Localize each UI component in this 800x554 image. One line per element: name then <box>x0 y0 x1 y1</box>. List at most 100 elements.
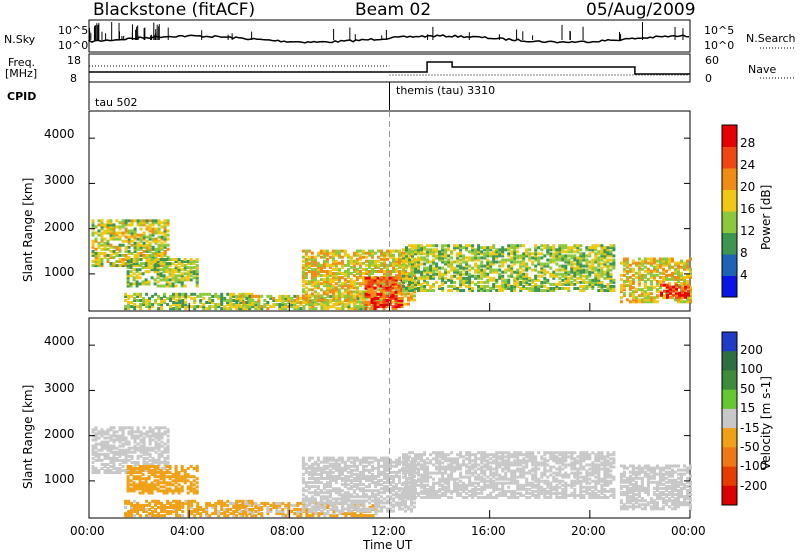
power-cell <box>382 299 386 302</box>
velocity-cell <box>355 507 359 511</box>
power-cell <box>136 253 140 257</box>
velocity-cell <box>395 483 398 487</box>
velocity-cell <box>151 432 155 436</box>
power-cell <box>622 267 626 271</box>
power-cell <box>220 296 224 300</box>
power-cell <box>391 276 395 280</box>
power-cell <box>603 260 607 264</box>
power-cell <box>304 276 308 280</box>
velocity-cell <box>322 483 326 487</box>
velocity-cell <box>127 512 131 516</box>
power-cell <box>579 266 583 270</box>
velocity-cell <box>301 456 305 460</box>
power-cell <box>516 268 520 272</box>
power-cell <box>187 294 191 298</box>
power-cell <box>405 248 408 252</box>
power-cell <box>385 286 389 290</box>
velocity-cell <box>377 479 380 482</box>
power-cell <box>121 219 125 223</box>
power-cell <box>480 268 484 272</box>
power-cell <box>519 270 523 274</box>
power-cell <box>397 301 401 304</box>
power-cell <box>612 248 616 252</box>
power-cell <box>432 244 436 248</box>
power-cell <box>486 278 490 282</box>
velocity-cell <box>142 508 146 511</box>
power-cell <box>160 243 164 247</box>
power-cell <box>195 264 199 268</box>
power-cell <box>334 296 338 300</box>
power-cell <box>310 257 314 261</box>
power-cell <box>112 233 116 237</box>
power-cell <box>649 296 653 300</box>
velocity-cell <box>331 503 335 507</box>
velocity-cell <box>241 514 245 518</box>
power-cell <box>199 294 203 298</box>
velocity-cell <box>325 499 329 503</box>
power-cell <box>643 279 647 283</box>
power-cell <box>100 225 104 229</box>
velocity-cell <box>374 489 377 493</box>
power-cell <box>313 257 317 261</box>
velocity-cell <box>355 487 359 491</box>
velocity-cell <box>133 510 137 513</box>
velocity-cell <box>301 507 305 511</box>
power-cell <box>142 301 146 304</box>
velocity-cell <box>337 458 341 462</box>
velocity-cell <box>160 503 164 507</box>
velocity-cell <box>346 483 350 487</box>
power-cell <box>368 249 371 253</box>
velocity-cell <box>118 448 122 452</box>
velocity-cell <box>235 506 239 509</box>
power-cell <box>683 284 686 287</box>
power-cell <box>287 294 291 298</box>
power-cell <box>576 287 580 290</box>
velocity-cell <box>355 472 359 476</box>
velocity-cell <box>166 499 170 503</box>
power-cell <box>334 274 338 278</box>
power-cell <box>157 231 161 235</box>
power-cell <box>486 254 490 258</box>
power-cell <box>199 305 203 309</box>
power-cell <box>183 276 187 280</box>
power-cell <box>281 305 285 309</box>
velocity-cell <box>142 448 146 452</box>
power-cell <box>492 258 496 262</box>
power-cell <box>115 219 119 223</box>
power-cell <box>139 235 143 239</box>
velocity-cell <box>112 440 116 444</box>
power-cell <box>229 294 233 298</box>
power-cell <box>489 260 493 264</box>
power-cell <box>127 223 131 227</box>
power-cell <box>112 231 116 235</box>
velocity-cell <box>307 497 311 501</box>
velocity-cell <box>322 468 326 472</box>
power-cell <box>549 274 553 278</box>
power-cell <box>362 255 365 259</box>
power-cell <box>606 274 610 278</box>
velocity-cell <box>371 466 374 470</box>
power-cell <box>284 296 288 300</box>
velocity-cell <box>368 470 371 474</box>
power-cell <box>147 282 151 286</box>
velocity-cell <box>352 507 356 511</box>
power-cell <box>293 307 297 311</box>
power-cell <box>655 267 659 271</box>
velocity-cell <box>226 514 230 518</box>
power-cell <box>622 284 626 287</box>
power-cell <box>675 287 678 291</box>
power-cell <box>646 298 650 302</box>
power-cell <box>652 259 656 263</box>
power-cell <box>193 299 197 302</box>
power-cell <box>365 290 368 294</box>
power-cell <box>138 272 142 276</box>
velocity-cell <box>337 470 341 474</box>
power-cell <box>165 284 169 288</box>
velocity-cell <box>340 483 344 487</box>
velocity-cell <box>145 463 149 466</box>
power-cell <box>552 272 556 276</box>
power-cell <box>438 258 442 262</box>
power-cell <box>480 260 484 264</box>
velocity-cell <box>186 485 190 489</box>
power-cell <box>299 307 303 311</box>
